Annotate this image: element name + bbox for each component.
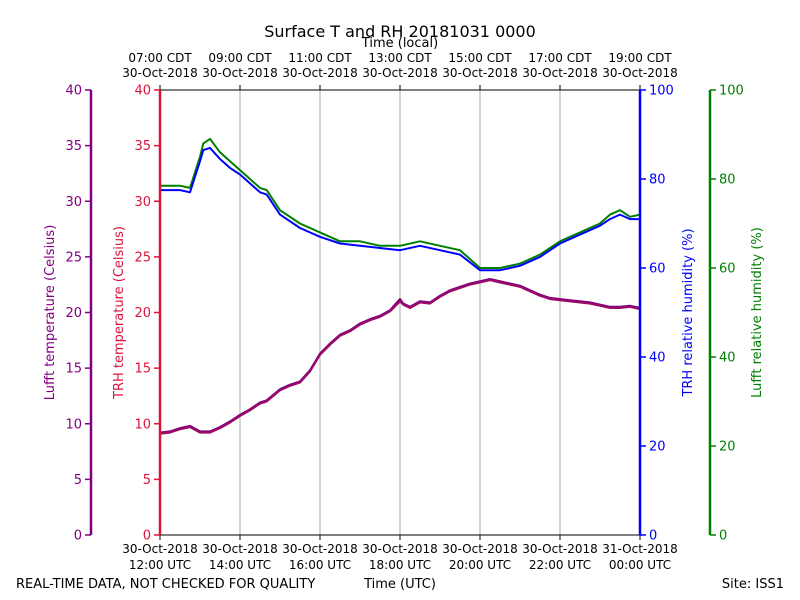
x-top-tick-date: 30-Oct-2018	[282, 66, 358, 80]
lufft-temperature-axis-tick-label: 0	[74, 529, 82, 544]
trh-rh-axis-tick-label: 100	[649, 84, 674, 99]
x-tick-date: 30-Oct-2018	[122, 542, 198, 556]
lufft-temperature-axis-tick-label: 40	[65, 84, 82, 99]
x-tick-time: 14:00 UTC	[209, 558, 271, 572]
trh-temperature-axis-tick-label: 10	[134, 417, 151, 432]
lufft-temperature-axis-tick-label: 35	[65, 139, 82, 154]
site-label: Site: ISS1	[722, 577, 784, 592]
lufft-rh-axis-tick-label: 0	[719, 529, 727, 544]
series-line-trh-rh	[160, 146, 640, 272]
axes-layer	[85, 85, 716, 540]
x-top-tick-date: 30-Oct-2018	[122, 66, 198, 80]
lufft-rh-axis-label: Lufft relative humidity (%)	[750, 227, 765, 398]
x-top-tick-date: 30-Oct-2018	[602, 66, 678, 80]
x-tick-time: 22:00 UTC	[529, 558, 591, 572]
lufft-rh-axis-tick-label: 80	[719, 173, 736, 188]
trh-temperature-axis-tick-label: 35	[134, 139, 151, 154]
x-tick-date: 30-Oct-2018	[282, 542, 358, 556]
x-top-tick-time: 19:00 CDT	[608, 51, 672, 65]
x-axis-label: Time (UTC)	[363, 577, 436, 592]
grid-lines	[239, 90, 561, 535]
series-line-trh-temperature	[159, 279, 641, 435]
x-tick-date: 31-Oct-2018	[602, 542, 678, 556]
chart-title: Surface T and RH 20181031 0000	[264, 22, 536, 41]
x-tick-time: 12:00 UTC	[129, 558, 191, 572]
x-tick-time: 00:00 UTC	[609, 558, 671, 572]
trh-temperature-axis-tick-label: 5	[143, 473, 151, 488]
lufft-temperature-axis-tick-label: 15	[65, 362, 82, 377]
x-tick-date: 30-Oct-2018	[442, 542, 518, 556]
top-axis-label: Time (local)	[361, 36, 438, 51]
lufft-rh-axis-tick-label: 40	[719, 351, 736, 366]
footer-quality-note: REAL-TIME DATA, NOT CHECKED FOR QUALITY	[16, 577, 315, 592]
x-top-tick-date: 30-Oct-2018	[362, 66, 438, 80]
lufft-rh-axis-tick-label: 20	[719, 440, 736, 455]
lufft-temperature-axis-tick-label: 10	[65, 417, 82, 432]
trh-temperature-axis-label: TRH temperature (Celsius)	[112, 226, 127, 400]
x-top-tick-date: 30-Oct-2018	[522, 66, 598, 80]
trh-temperature-axis-tick-label: 0	[143, 529, 151, 544]
lufft-temperature-axis-tick-label: 20	[65, 306, 82, 321]
x-top-tick-time: 09:00 CDT	[208, 51, 272, 65]
lufft-temperature-axis-label: Lufft temperature (Celsius)	[43, 225, 58, 401]
x-top-tick-date: 30-Oct-2018	[202, 66, 278, 80]
lufft-temperature-axis-tick-label: 5	[74, 473, 82, 488]
lufft-rh-axis-tick-label: 60	[719, 262, 736, 277]
x-top-tick-time: 17:00 CDT	[528, 51, 592, 65]
x-tick-time: 20:00 UTC	[449, 558, 511, 572]
lufft-temperature-axis-tick-label: 25	[65, 250, 82, 265]
x-top-tick-time: 13:00 CDT	[368, 51, 432, 65]
trh-temperature-axis-tick-label: 25	[134, 250, 151, 265]
lufft-rh-axis-tick-label: 100	[719, 84, 744, 99]
x-top-tick-time: 07:00 CDT	[128, 51, 192, 65]
trh-rh-axis-tick-label: 0	[649, 529, 657, 544]
trh-rh-axis-tick-label: 20	[649, 440, 666, 455]
x-top-tick-date: 30-Oct-2018	[442, 66, 518, 80]
x-tick-date: 30-Oct-2018	[522, 542, 598, 556]
trh-rh-axis-tick-label: 80	[649, 173, 666, 188]
x-tick-time: 16:00 UTC	[289, 558, 351, 572]
series-layer	[159, 137, 641, 435]
x-top-tick-time: 15:00 CDT	[448, 51, 512, 65]
trh-rh-axis-tick-label: 40	[649, 351, 666, 366]
trh-rh-axis-label: TRH relative humidity (%)	[681, 228, 696, 397]
series-line-lufft-rh	[160, 137, 641, 269]
trh-temperature-axis-tick-label: 40	[134, 84, 151, 99]
lufft-temperature-axis-tick-label: 30	[65, 195, 82, 210]
x-tick-date: 30-Oct-2018	[362, 542, 438, 556]
x-tick-date: 30-Oct-2018	[202, 542, 278, 556]
x-top-tick-time: 11:00 CDT	[288, 51, 352, 65]
trh-rh-axis-tick-label: 60	[649, 262, 666, 277]
trh-temperature-axis-tick-label: 30	[134, 195, 151, 210]
trh-temperature-axis-tick-label: 15	[134, 362, 151, 377]
x-tick-time: 18:00 UTC	[369, 558, 431, 572]
trh-temperature-axis-tick-label: 20	[134, 306, 151, 321]
